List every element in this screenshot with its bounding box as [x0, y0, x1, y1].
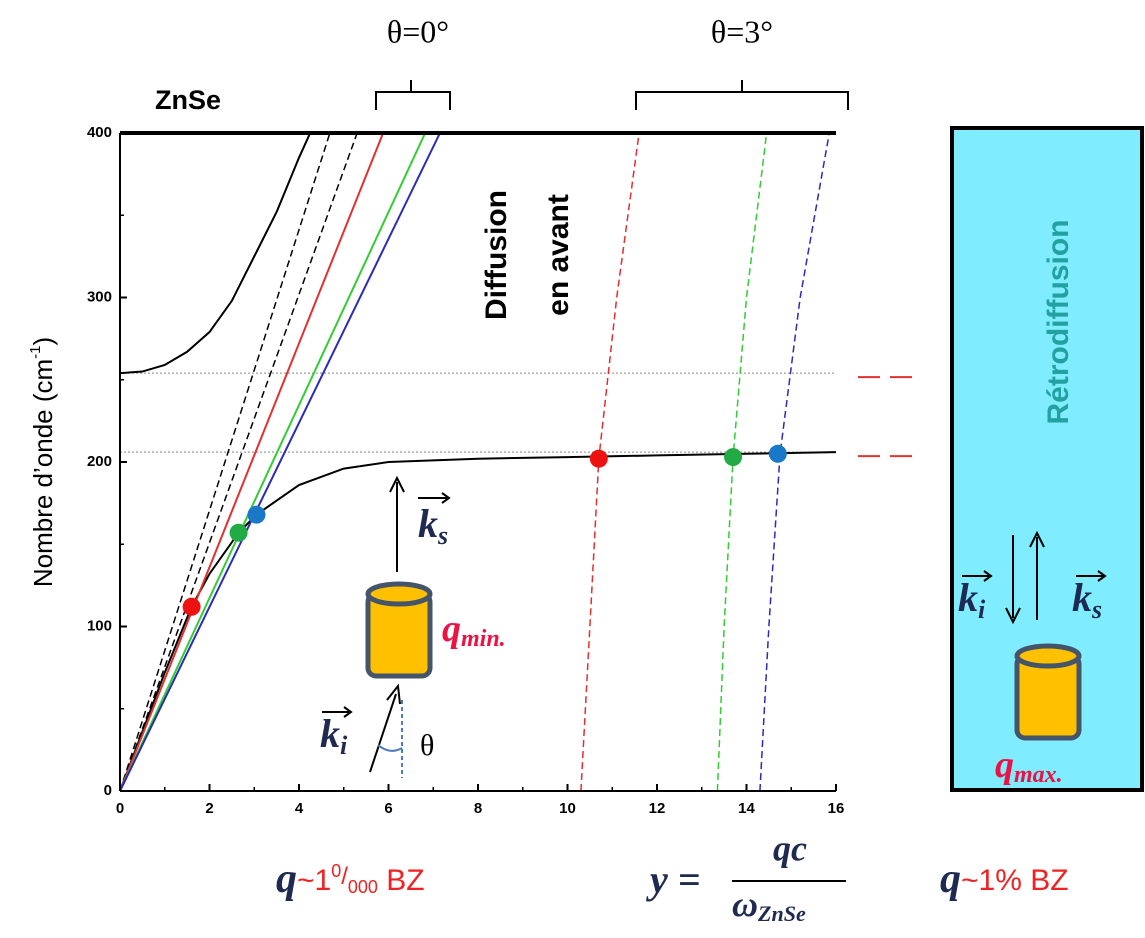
- x-tick-label: 10: [559, 800, 576, 817]
- x-tick-label: 4: [295, 800, 304, 817]
- arrow-head: [386, 683, 401, 705]
- point: [247, 505, 266, 524]
- q-label: qmax.: [995, 744, 1063, 788]
- y-tick-label: 0: [104, 782, 112, 799]
- curve: [120, 133, 358, 791]
- x-tick-label: 16: [828, 800, 845, 817]
- q-scale: q~1% BZ: [940, 856, 1069, 902]
- y-axis-label: Nombre d’onde (cm-1): [27, 337, 58, 587]
- vector-arrow: [418, 492, 451, 504]
- region-label: Rétrodiffusion: [1042, 220, 1075, 425]
- brace: [635, 80, 849, 110]
- formula: y =: [646, 857, 701, 902]
- vector-label: ki: [958, 575, 986, 624]
- chart-title: ZnSe: [155, 85, 221, 115]
- angle-label: θ=3°: [711, 13, 773, 49]
- curve: [580, 133, 640, 791]
- arrow-head: [1005, 607, 1021, 625]
- crystal-top: [365, 581, 433, 607]
- x-tick-label: 2: [205, 800, 213, 817]
- point: [229, 523, 248, 542]
- x-tick-label: 0: [116, 800, 124, 817]
- curve: [120, 133, 312, 375]
- crystal-top: [1014, 643, 1082, 669]
- y-tick-label: 200: [87, 453, 112, 470]
- vector-arrow: [1076, 570, 1107, 582]
- x-tick-label: 8: [474, 800, 482, 817]
- angle-arc: [377, 744, 403, 752]
- vector-arrow: [962, 570, 993, 582]
- x-tick-label: 14: [738, 800, 755, 817]
- vector-label: ki: [320, 711, 348, 760]
- curve: [120, 133, 427, 791]
- arrow-head: [389, 475, 405, 493]
- point: [182, 597, 201, 616]
- region-label: Diffusion: [480, 190, 513, 320]
- y-tick-label: 400: [87, 124, 112, 141]
- vector-label: ks: [1072, 575, 1102, 624]
- vector-label: ks: [418, 501, 448, 550]
- curve: [759, 133, 831, 791]
- point: [589, 449, 608, 468]
- vector-arrow: [322, 706, 353, 718]
- q-scale: q~10/000 BZ: [276, 856, 425, 902]
- arrow-head: [1029, 530, 1045, 548]
- region-label: en avant: [542, 194, 575, 316]
- curve: [120, 133, 441, 791]
- curve: [120, 133, 385, 791]
- y-tick-label: 100: [87, 617, 112, 634]
- angle-symbol: θ: [420, 729, 434, 762]
- x-tick-label: 12: [649, 800, 666, 817]
- curve: [120, 133, 331, 791]
- x-tick-label: 6: [384, 800, 392, 817]
- formula: qc: [773, 828, 807, 868]
- arrow: [369, 693, 397, 773]
- q-label: qmin.: [442, 608, 506, 652]
- curve: [716, 133, 768, 791]
- point: [768, 444, 787, 463]
- y-tick-label: 300: [87, 288, 112, 305]
- formula: ωZnSe: [732, 884, 806, 926]
- brace: [375, 80, 451, 110]
- point: [724, 448, 743, 467]
- curve: [120, 451, 836, 791]
- angle-label: θ=0°: [387, 13, 449, 49]
